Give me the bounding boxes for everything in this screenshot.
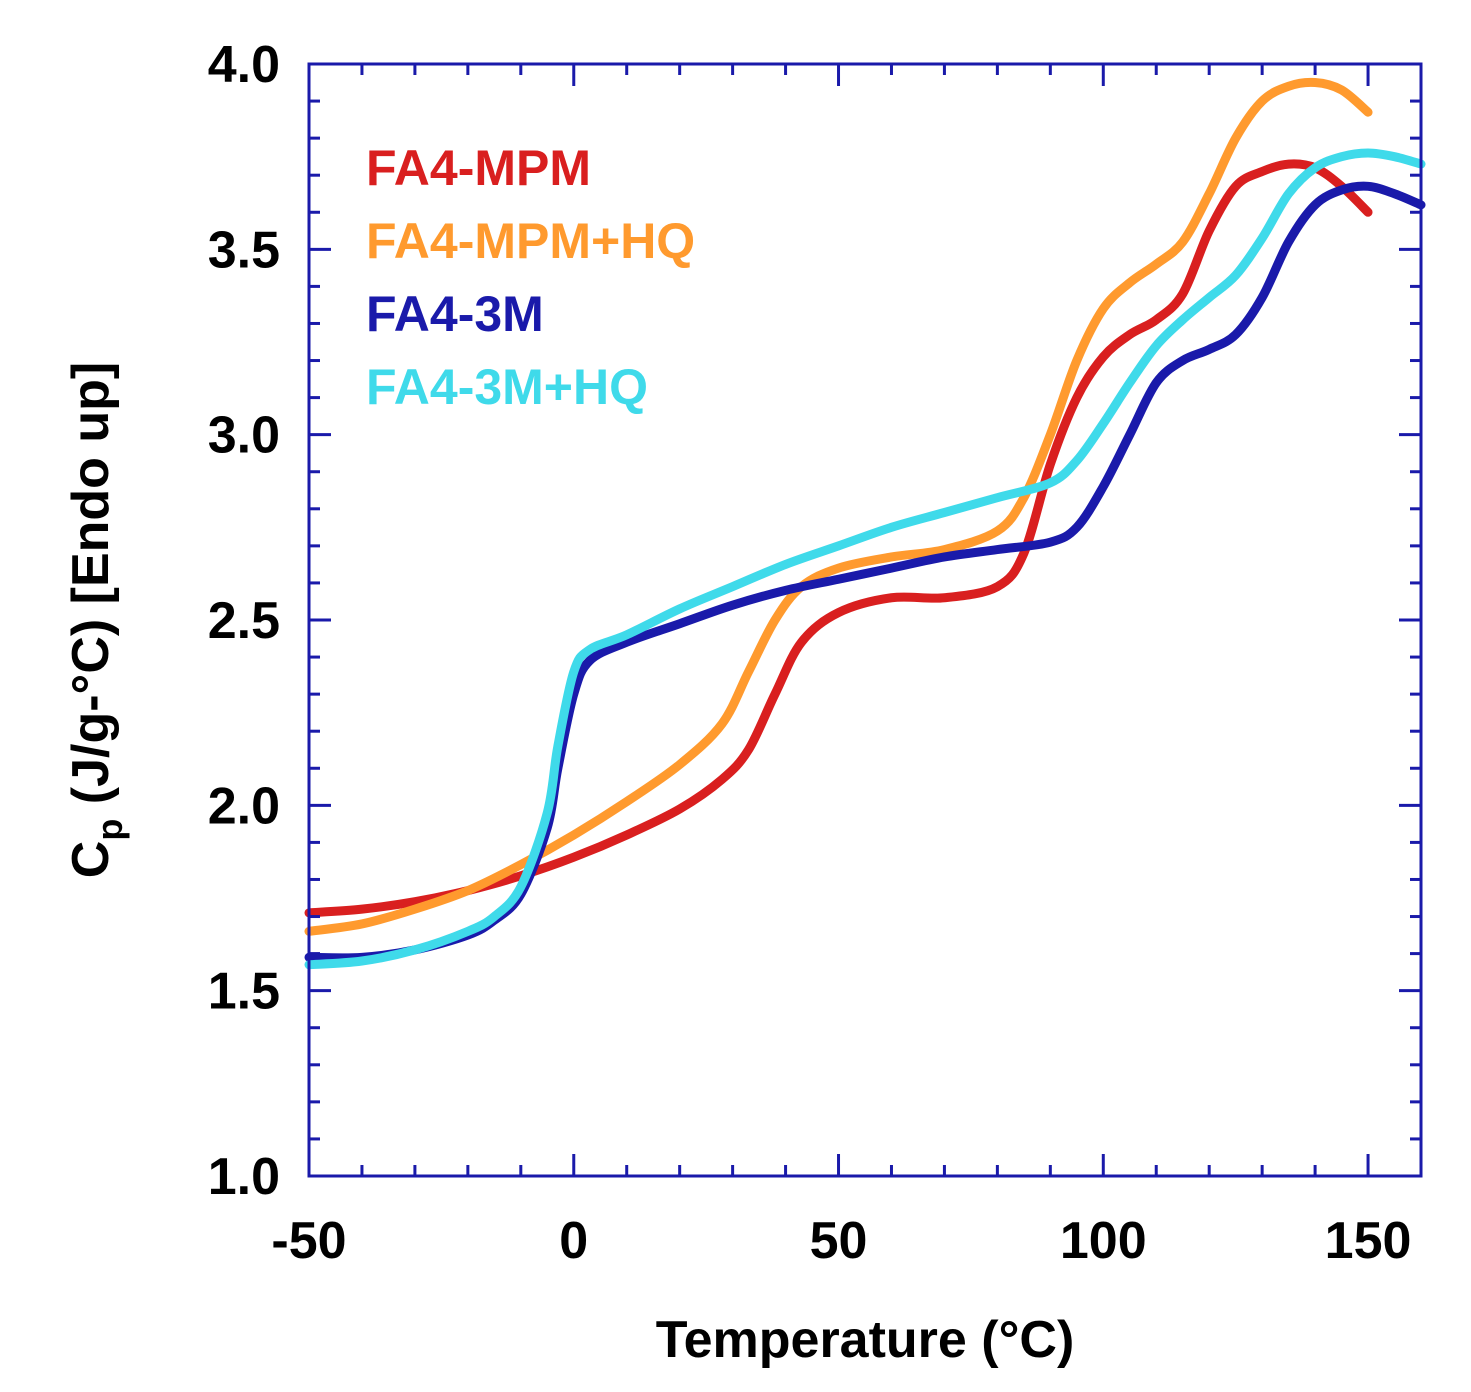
x-axis-title: Temperature (°C) bbox=[656, 1311, 1075, 1369]
y-axis-title-symbol: C bbox=[62, 841, 120, 879]
series-line-fa4-mpm-hq bbox=[304, 77, 1373, 936]
legend-entry: FA4-MPM bbox=[366, 140, 591, 196]
series-line-fa4-mpm bbox=[304, 159, 1373, 918]
y-axis-title-subscript: p bbox=[89, 819, 130, 841]
x-tick-label: 0 bbox=[559, 1212, 588, 1270]
y-tick-label: 1.0 bbox=[208, 1148, 280, 1206]
y-tick-label: 2.5 bbox=[208, 592, 280, 650]
y-tick-label: 4.0 bbox=[208, 36, 280, 94]
series-line-fa4-3m-hq bbox=[304, 148, 1426, 970]
legend-entry: FA4-MPM+HQ bbox=[366, 213, 695, 269]
y-axis-title-units: (J/g-°C) [Endo up] bbox=[62, 362, 120, 819]
plot-frame bbox=[307, 62, 1423, 1178]
legend: FA4-MPM FA4-MPM+HQ FA4-3M FA4-3M+HQ bbox=[366, 140, 695, 415]
x-tick-label: -50 bbox=[271, 1212, 346, 1270]
legend-entry: FA4-3M+HQ bbox=[366, 359, 648, 415]
y-tick-labels: 1.0 1.5 2.0 2.5 3.0 3.5 4.0 bbox=[208, 36, 280, 1206]
x-tick-label: 50 bbox=[810, 1212, 868, 1270]
y-tick-label: 3.5 bbox=[208, 221, 280, 279]
x-tick-label: 100 bbox=[1060, 1212, 1147, 1270]
y-tick-label: 2.0 bbox=[208, 777, 280, 835]
x-tick-labels: -50 0 50 100 150 bbox=[271, 1212, 1411, 1270]
series-layer bbox=[304, 77, 1426, 970]
y-tick-label: 3.0 bbox=[208, 407, 280, 465]
y-tick-label: 1.5 bbox=[208, 963, 280, 1021]
x-tick-label: 150 bbox=[1325, 1212, 1412, 1270]
legend-entry: FA4-3M bbox=[366, 286, 544, 342]
y-axis-title: Cp (J/g-°C) [Endo up] bbox=[62, 362, 130, 878]
